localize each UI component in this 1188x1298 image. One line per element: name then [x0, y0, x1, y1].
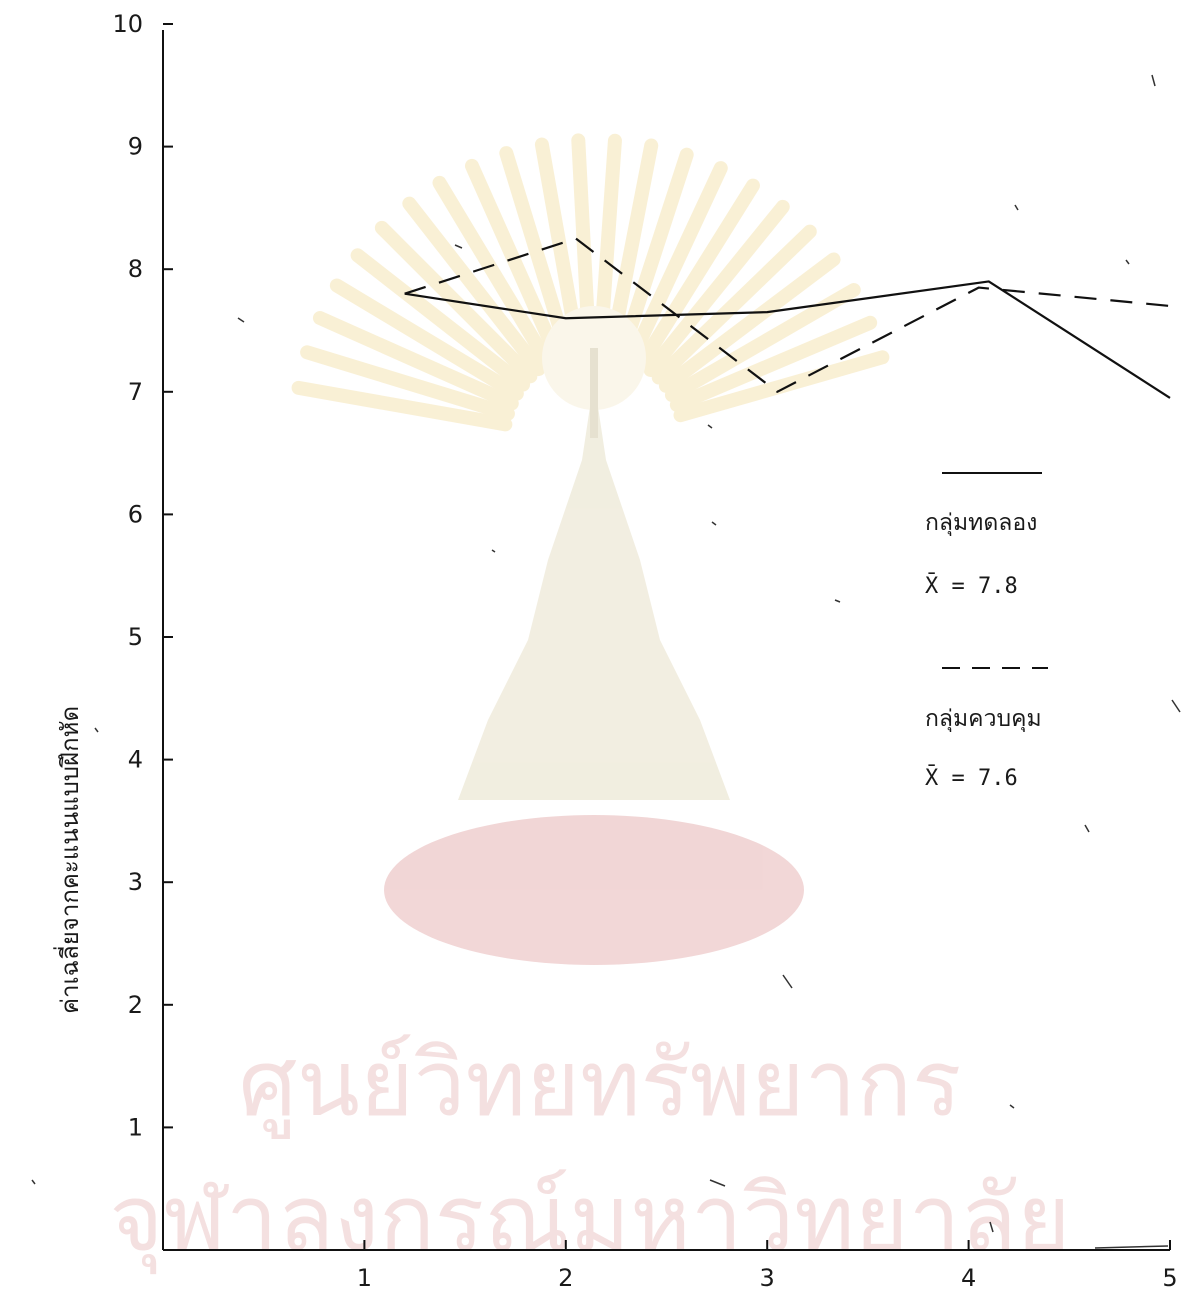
legend-label-control: กลุ่มควบคุม — [925, 706, 1042, 732]
legend-mean-control: X̄ = 7.6 — [925, 765, 1018, 791]
emblem-spire — [590, 348, 598, 438]
legend-mean-experimental: X̄ = 7.8 — [925, 573, 1018, 599]
x-tick-label: 5 — [1162, 1264, 1177, 1292]
legend: กลุ่มทดลอง X̄ = 7.8 กลุ่มควบคุม X̄ = 7.6 — [925, 473, 1048, 791]
x-tick-label: 3 — [760, 1264, 775, 1292]
y-tick-label: 2 — [128, 991, 143, 1019]
watermark-line-2: จุฬาลงกรณ์มหาวิทยาลัย — [109, 1165, 1070, 1275]
y-tick-label: 7 — [128, 378, 143, 406]
y-tick-label: 8 — [128, 255, 143, 283]
y-tick-label: 3 — [128, 868, 143, 896]
y-tick-label: 10 — [112, 10, 143, 38]
watermark-line-1: ศูนย์วิทยทรัพยากร — [239, 1030, 962, 1139]
y-tick-label: 1 — [128, 1113, 143, 1141]
y-tick-label: 6 — [128, 500, 143, 528]
emblem-cushion — [384, 815, 804, 965]
x-tick-label: 2 — [558, 1264, 573, 1292]
y-axis-label: ค่าเฉลี่ยจากคะแนนแบบฝึกหัด — [53, 706, 84, 1014]
legend-label-experimental: กลุ่มทดลอง — [925, 510, 1037, 536]
y-tick-label: 9 — [128, 133, 143, 161]
university-emblem-watermark — [299, 140, 883, 965]
y-tick-label: 4 — [128, 746, 143, 774]
x-tick-label: 1 — [357, 1264, 372, 1292]
y-tick-label: 5 — [128, 623, 143, 651]
emblem-crown — [458, 380, 730, 800]
x-tick-label: 4 — [961, 1264, 976, 1292]
